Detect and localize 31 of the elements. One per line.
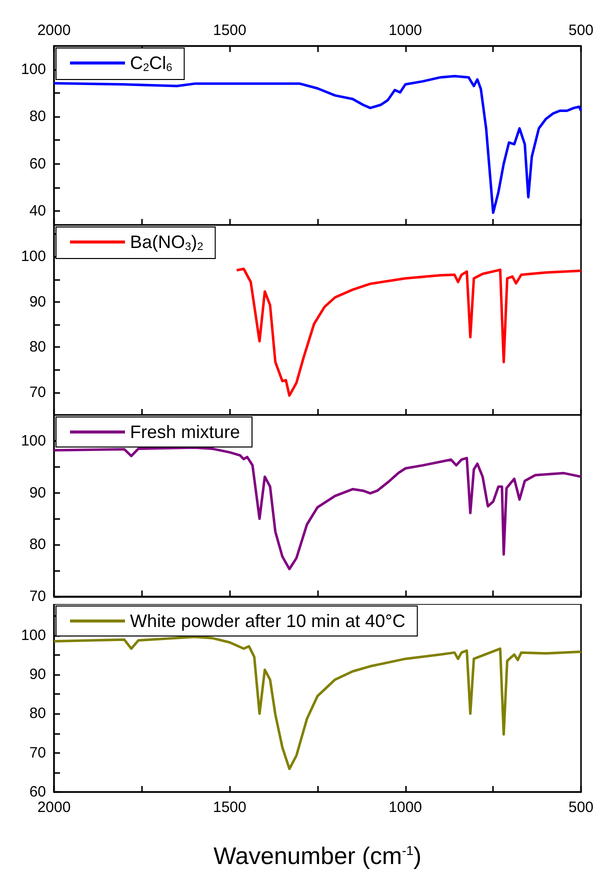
x-tick-label: 2000 [37,799,71,816]
y-tick-label: 80 [29,108,46,126]
line-series [235,268,582,397]
line-series [52,636,582,770]
y-tick-label: 80 [29,705,46,722]
y-tick-label: 100 [20,248,46,266]
x2-tick-label: 500 [568,22,594,39]
y-tick-label: 60 [29,784,46,800]
y-tick-label: 70 [29,744,46,762]
legend-label: Fresh mixture [130,422,240,442]
y-tick-label: 100 [20,626,46,644]
line-series [52,74,582,214]
x2-tick-label: 2000 [37,22,71,39]
x-tick-label: 1500 [212,799,246,816]
line-series [52,446,582,570]
y-tick-label: 90 [29,293,46,310]
y-tick-label: 80 [29,536,46,554]
y-tick-label: 80 [29,338,46,356]
y-tick-label: 70 [29,384,46,401]
x2-tick-label: 1000 [388,22,422,39]
x-tick-label: 500 [568,799,594,816]
legend-label: White powder after 10 min at 40°C [130,611,406,631]
y-tick-label: 40 [29,202,46,220]
x2-tick-label: 1500 [212,22,246,39]
y-tick-label: 90 [29,484,46,502]
y-tick-label: 60 [29,155,46,172]
y-tick-label: 90 [29,666,46,683]
y-tick-label: 100 [20,432,46,450]
y-tick-label: 70 [29,588,46,605]
x-tick-label: 1000 [388,799,422,816]
y-tick-label: 100 [20,61,46,78]
